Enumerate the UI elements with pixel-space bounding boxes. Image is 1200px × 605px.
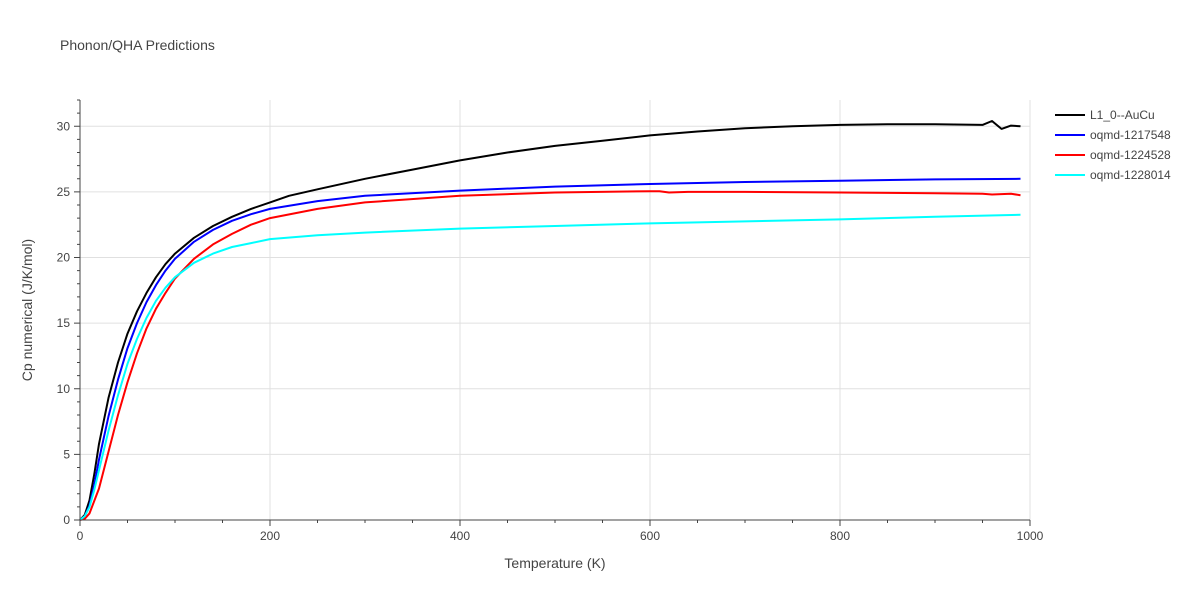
legend[interactable]: L1_0--AuCu oqmd-1217548 oqmd-1224528 oqmd-1… bbox=[1055, 108, 1171, 182]
legend-item-oqmd-1228014[interactable]: oqmd-1228014 bbox=[1055, 168, 1171, 182]
series-line-oqmd-1217548[interactable] bbox=[79, 177, 1021, 521]
y-tick-label-4: 20 bbox=[57, 251, 71, 265]
y-tick-label-1: 5 bbox=[63, 447, 70, 461]
legend-item-oqmd-1224528[interactable]: oqmd-1224528 bbox=[1055, 148, 1171, 162]
series-line-oqmd-1224528[interactable] bbox=[79, 190, 1021, 521]
legend-label: oqmd-1224528 bbox=[1090, 148, 1171, 162]
legend-item-L1_0--AuCu[interactable]: L1_0--AuCu bbox=[1055, 108, 1155, 122]
x-tick-label-4: 800 bbox=[830, 529, 850, 543]
x-axis-label: Temperature (K) bbox=[504, 555, 605, 571]
y-tick-label-0: 0 bbox=[63, 513, 70, 527]
y-axis-label: Cp numerical (J/K/mol) bbox=[19, 239, 35, 381]
legend-item-oqmd-1217548[interactable]: oqmd-1217548 bbox=[1055, 128, 1171, 142]
chart-title: Phonon/QHA Predictions bbox=[60, 37, 215, 53]
y-tick-label-6: 30 bbox=[57, 119, 71, 133]
grid-layer bbox=[80, 100, 1031, 520]
series-layer bbox=[79, 120, 1021, 521]
x-tick-label-3: 600 bbox=[640, 529, 660, 543]
axis-layer: 0 200 400 600 800 1000 0 5 10 15 20 25 30 bbox=[57, 99, 1044, 543]
y-tick-label-3: 15 bbox=[57, 316, 71, 330]
series-line-oqmd-1228014[interactable] bbox=[79, 213, 1021, 521]
legend-label: L1_0--AuCu bbox=[1090, 108, 1155, 122]
x-tick-label-5: 1000 bbox=[1017, 529, 1044, 543]
y-tick-label-5: 25 bbox=[57, 185, 71, 199]
x-tick-label-2: 400 bbox=[450, 529, 470, 543]
legend-label: oqmd-1217548 bbox=[1090, 128, 1171, 142]
y-tick-label-2: 10 bbox=[57, 382, 71, 396]
x-tick-label-0: 0 bbox=[77, 529, 84, 543]
x-tick-label-1: 200 bbox=[260, 529, 280, 543]
series-line-L1_0--AuCu[interactable] bbox=[79, 120, 1021, 521]
legend-label: oqmd-1228014 bbox=[1090, 168, 1171, 182]
